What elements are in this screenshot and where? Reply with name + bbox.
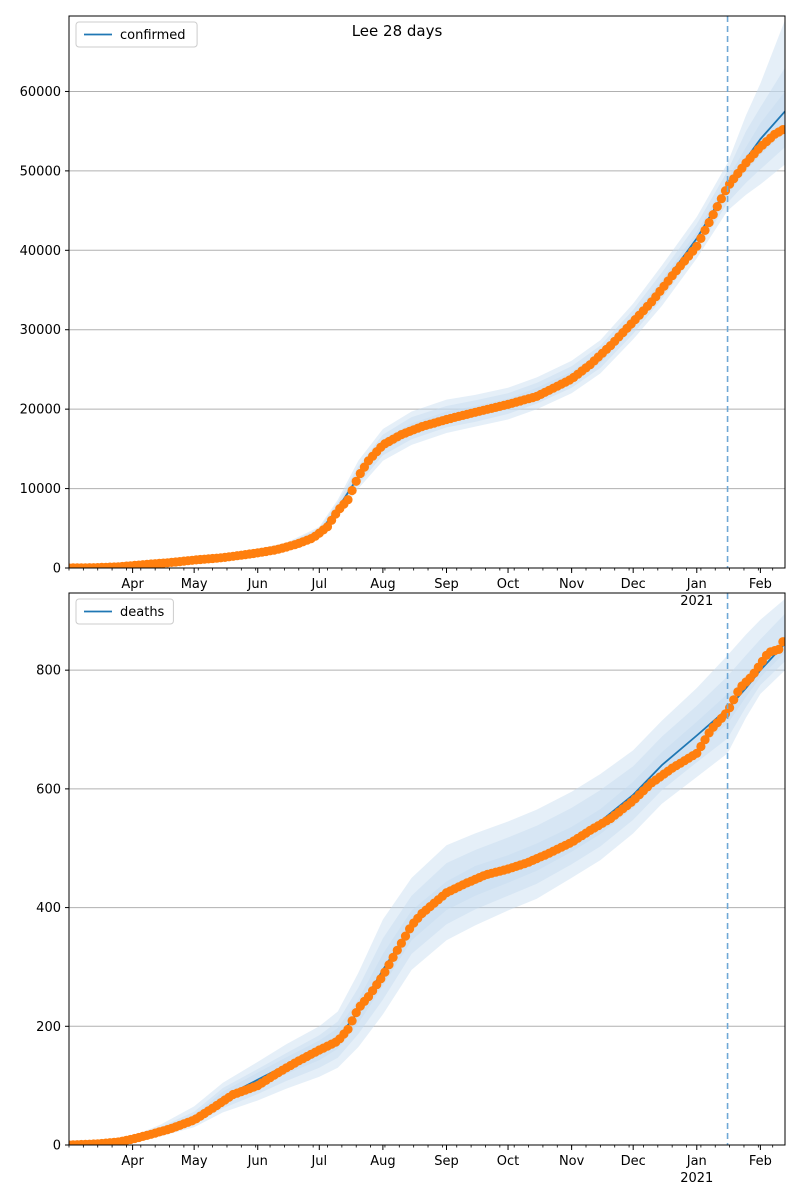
observed-point [696, 233, 706, 243]
plot-area [69, 20, 785, 568]
y-tick-label: 800 [36, 664, 61, 679]
observed-point [774, 644, 784, 655]
plot-area [69, 598, 785, 1145]
observed-point [384, 960, 394, 970]
observed-point [388, 952, 398, 963]
x-tick-sublabel: 2021 [680, 1171, 713, 1186]
x-tick-label: Dec [621, 577, 646, 592]
x-tick-label: May [181, 1154, 208, 1169]
x-tick-label: Jul [310, 1154, 327, 1169]
x-tick-label: Jul [310, 577, 327, 592]
observed-point [729, 695, 739, 705]
legend-box [75, 598, 174, 625]
observed-point [692, 241, 702, 251]
observed-point [396, 938, 406, 948]
confirmed-subplot: 0 10000 20000 30000 40000 50000 60000 Apr May Jun… [20, 15, 786, 609]
y-tick-label: 50000 [20, 164, 61, 179]
observed-point [343, 495, 353, 505]
x-tick-label: Sep [434, 577, 459, 592]
uncertainty-band [69, 20, 785, 568]
x-tick-label: Apr [121, 1154, 144, 1169]
observed-point [351, 476, 361, 486]
uncertainty-band [69, 598, 785, 1145]
y-tick-label: 40000 [20, 244, 61, 259]
x-tick-label: Sep [434, 1154, 459, 1169]
observed-point [400, 931, 411, 941]
observed-point [778, 637, 785, 647]
y-tick-label: 30000 [20, 323, 61, 338]
legend-box [75, 21, 198, 48]
observed-point [708, 210, 718, 220]
x-tick-label: Dec [621, 1154, 646, 1169]
x-tick-label: Oct [497, 1154, 519, 1169]
chart-title: Lee 28 days [352, 22, 443, 40]
axes-frame [68, 592, 786, 1146]
legend-label: confirmed [120, 28, 186, 43]
axes-frame [68, 15, 786, 569]
x-tick-label: Nov [559, 1154, 585, 1169]
y-tick-label: 0 [53, 562, 61, 577]
observed-point [343, 1024, 353, 1034]
x-tick-label: May [181, 577, 208, 592]
observed-point [692, 748, 702, 758]
observed-point [778, 125, 785, 135]
x-tick-sublabel: 2021 [680, 594, 713, 609]
y-tick-label: 20000 [20, 403, 61, 418]
x-tick-label: Aug [370, 1154, 395, 1169]
observed-point [712, 202, 722, 212]
observed-point [704, 217, 714, 228]
observed-point [376, 974, 386, 984]
y-tick-label: 60000 [20, 85, 61, 100]
deaths-subplot: 0 200 400 600 800 Apr May Jun Jul Aug Sep Oct Nov Dec… [36, 592, 786, 1186]
observed-point [347, 1016, 357, 1026]
observed-point [392, 945, 402, 955]
x-tick-label: Jun [247, 1154, 268, 1169]
observed-point [700, 735, 710, 745]
observed-point [725, 703, 735, 713]
x-tick-label: Jan [686, 1154, 707, 1169]
x-tick-label: Oct [497, 577, 519, 592]
observed-point [700, 225, 710, 235]
observed-point [696, 741, 706, 752]
legend-label: deaths [120, 605, 165, 620]
observed-point [716, 194, 727, 204]
x-tick-label: Nov [559, 577, 585, 592]
y-tick-label: 200 [36, 1020, 61, 1035]
y-tick-label: 400 [36, 901, 61, 916]
observed-point [380, 967, 390, 977]
y-tick-label: 0 [53, 1139, 61, 1154]
x-tick-label: Jan [686, 577, 707, 592]
observed-point [347, 485, 357, 496]
x-tick-label: Apr [121, 577, 144, 592]
y-tick-label: 10000 [20, 482, 61, 497]
x-tick-label: Jun [247, 577, 268, 592]
y-tick-label: 600 [36, 782, 61, 797]
x-tick-label: Feb [749, 1154, 772, 1169]
x-tick-label: Aug [370, 577, 395, 592]
x-tick-label: Feb [749, 577, 772, 592]
